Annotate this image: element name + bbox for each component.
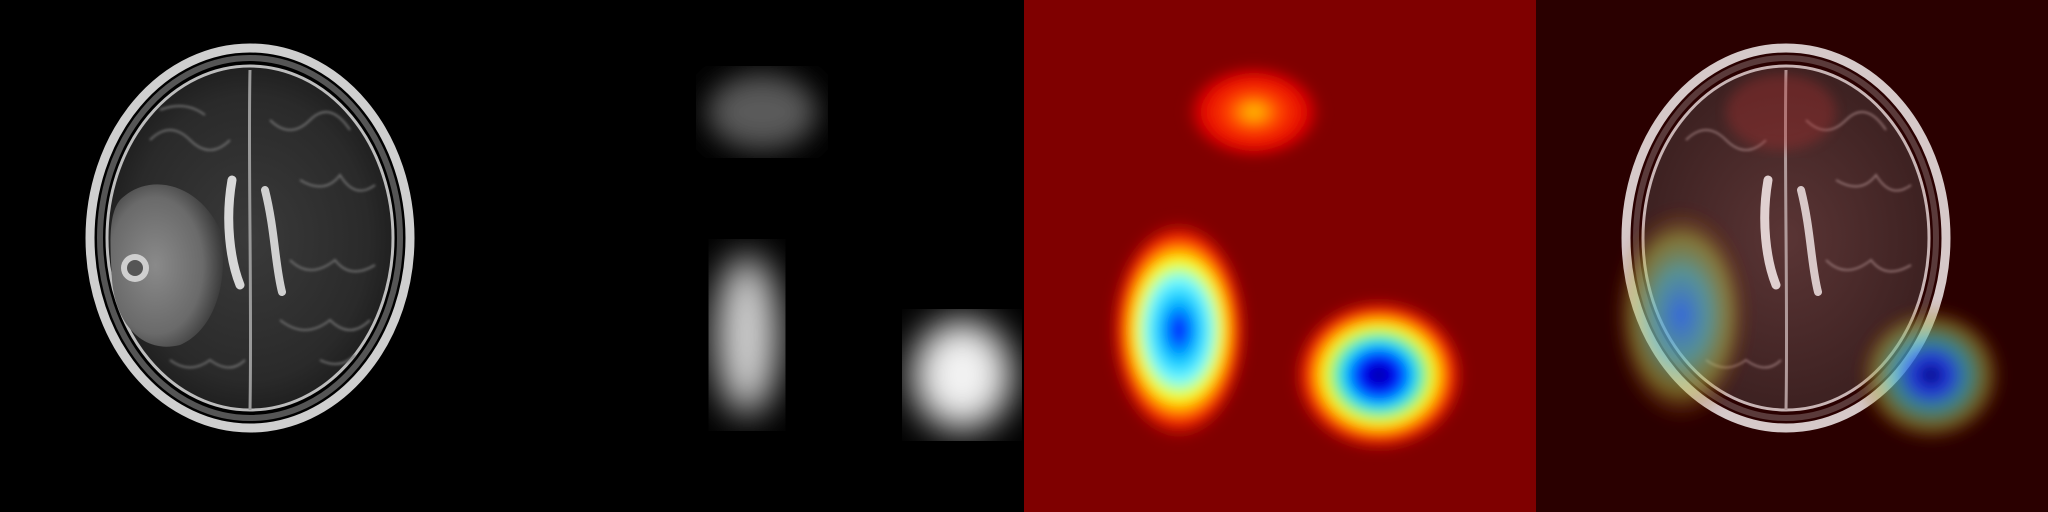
mri-brain-slice — [0, 0, 512, 512]
grayscale-attention-panel — [512, 0, 1024, 512]
jet-heatmap-panel — [1024, 0, 1536, 512]
grayscale-attention-map — [512, 0, 1024, 512]
mri-heatmap-overlay — [1536, 0, 2048, 512]
overlay-panel — [1536, 0, 2048, 512]
jet-heatmap — [1024, 0, 1536, 512]
mri-scan-panel — [0, 0, 512, 512]
